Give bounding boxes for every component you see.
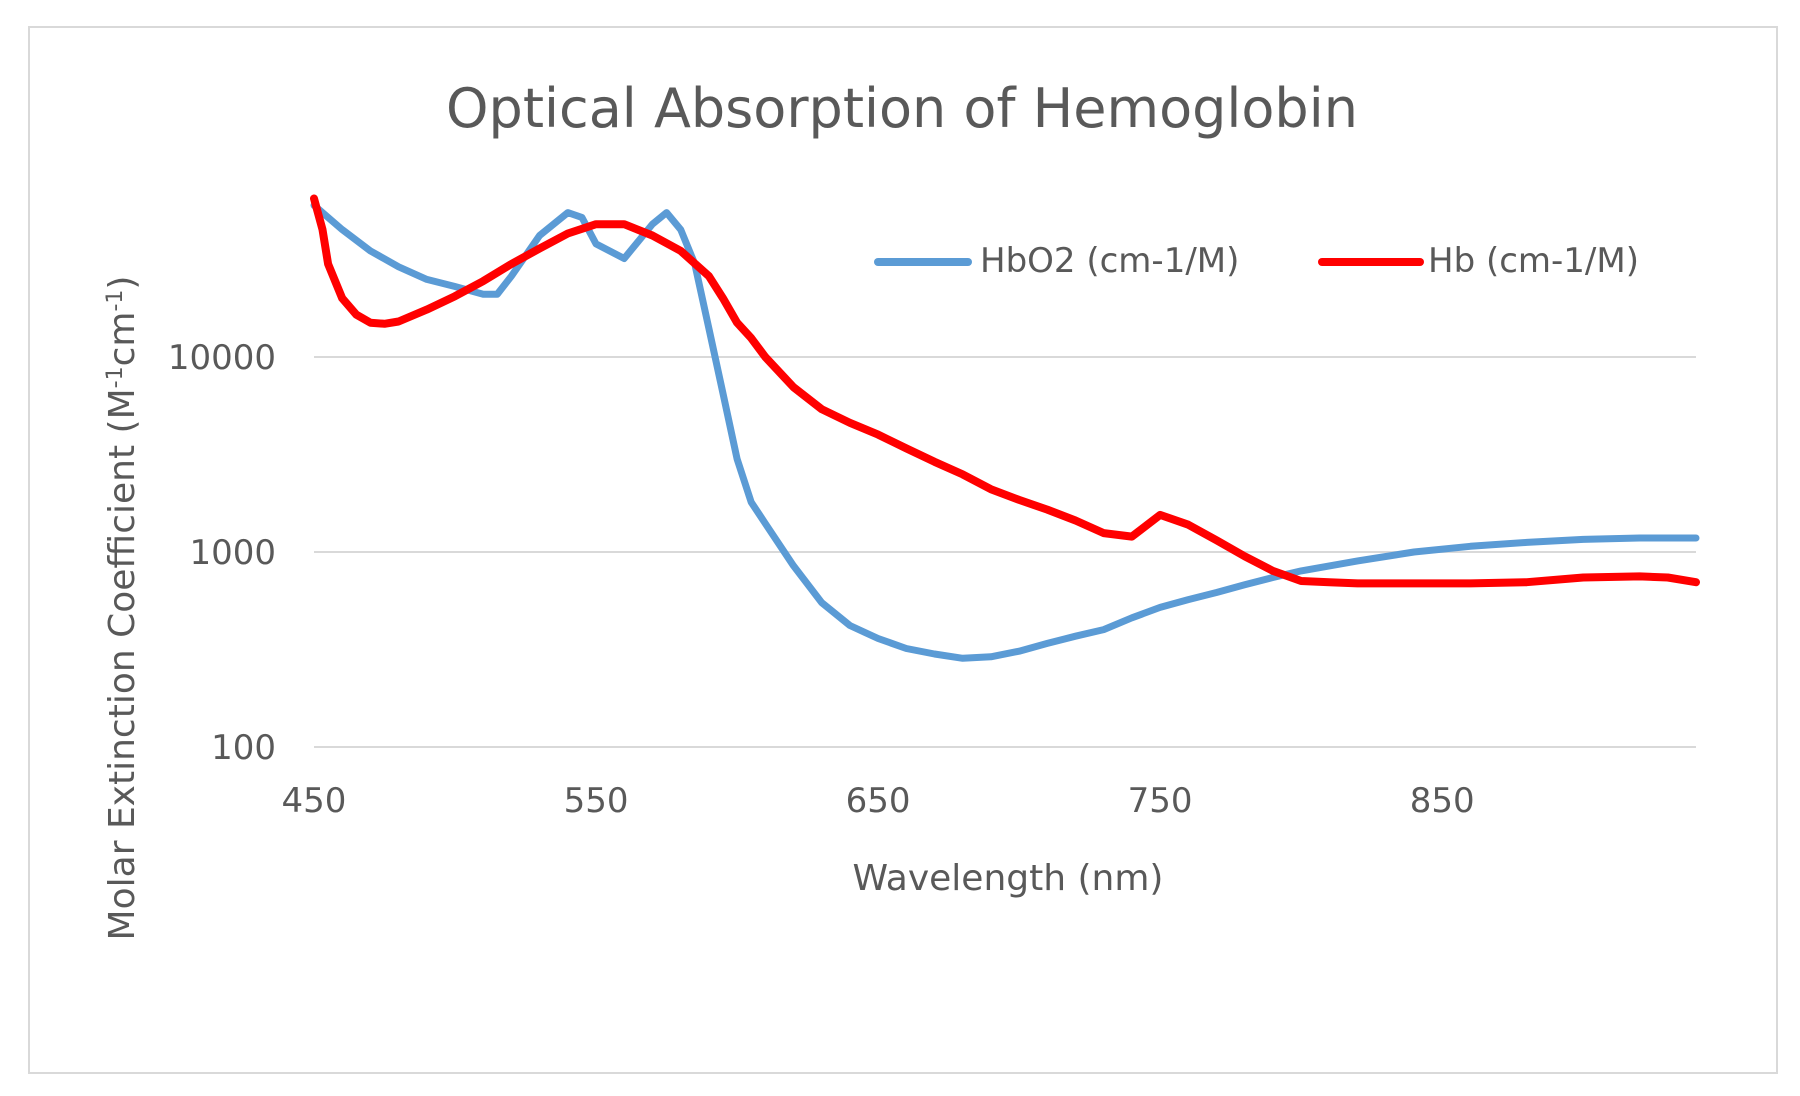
x-tick-label-850: 850 — [1410, 781, 1475, 821]
x-tick-label-450: 450 — [282, 781, 347, 821]
x-tick-label-550: 550 — [564, 781, 629, 821]
x-tick-label-650: 650 — [846, 781, 911, 821]
series-line-hbo2 — [310, 201, 1700, 662]
y-tick-label-1000: 1000 — [189, 533, 276, 573]
x-axis-title: Wavelength (nm) — [853, 858, 1164, 899]
legend-label-hb: Hb (cm-1/M) — [1428, 241, 1639, 281]
y-axis-title-main: Molar Extinction Coefficient (M — [102, 388, 143, 940]
y-axis-title-mid: cm — [102, 312, 143, 367]
y-axis-ticks: 100 1000 10000 — [168, 338, 276, 768]
legend: HbO2 (cm-1/M) Hb (cm-1/M) — [874, 241, 1639, 281]
chart-title: Optical Absorption of Hemoglobin — [446, 77, 1358, 140]
series-line-hb — [310, 194, 1700, 588]
y-tick-label-100: 100 — [211, 728, 276, 768]
chart-frame — [28, 26, 1778, 1074]
x-tick-label-750: 750 — [1128, 781, 1193, 821]
y-axis-title-sup1: -1 — [103, 366, 128, 388]
y-axis-title-end: ) — [102, 276, 143, 290]
x-axis-ticks: 450 550 650 750 850 — [282, 781, 1475, 821]
y-tick-label-10000: 10000 — [168, 338, 276, 378]
legend-label-hbo2: HbO2 (cm-1/M) — [980, 241, 1239, 281]
gridlines — [314, 356, 1696, 748]
y-axis-title-sup2: -1 — [103, 290, 128, 312]
series-lines — [310, 194, 1700, 662]
y-axis-title: Molar Extinction Coefficient (M-1cm-1) — [102, 276, 143, 941]
